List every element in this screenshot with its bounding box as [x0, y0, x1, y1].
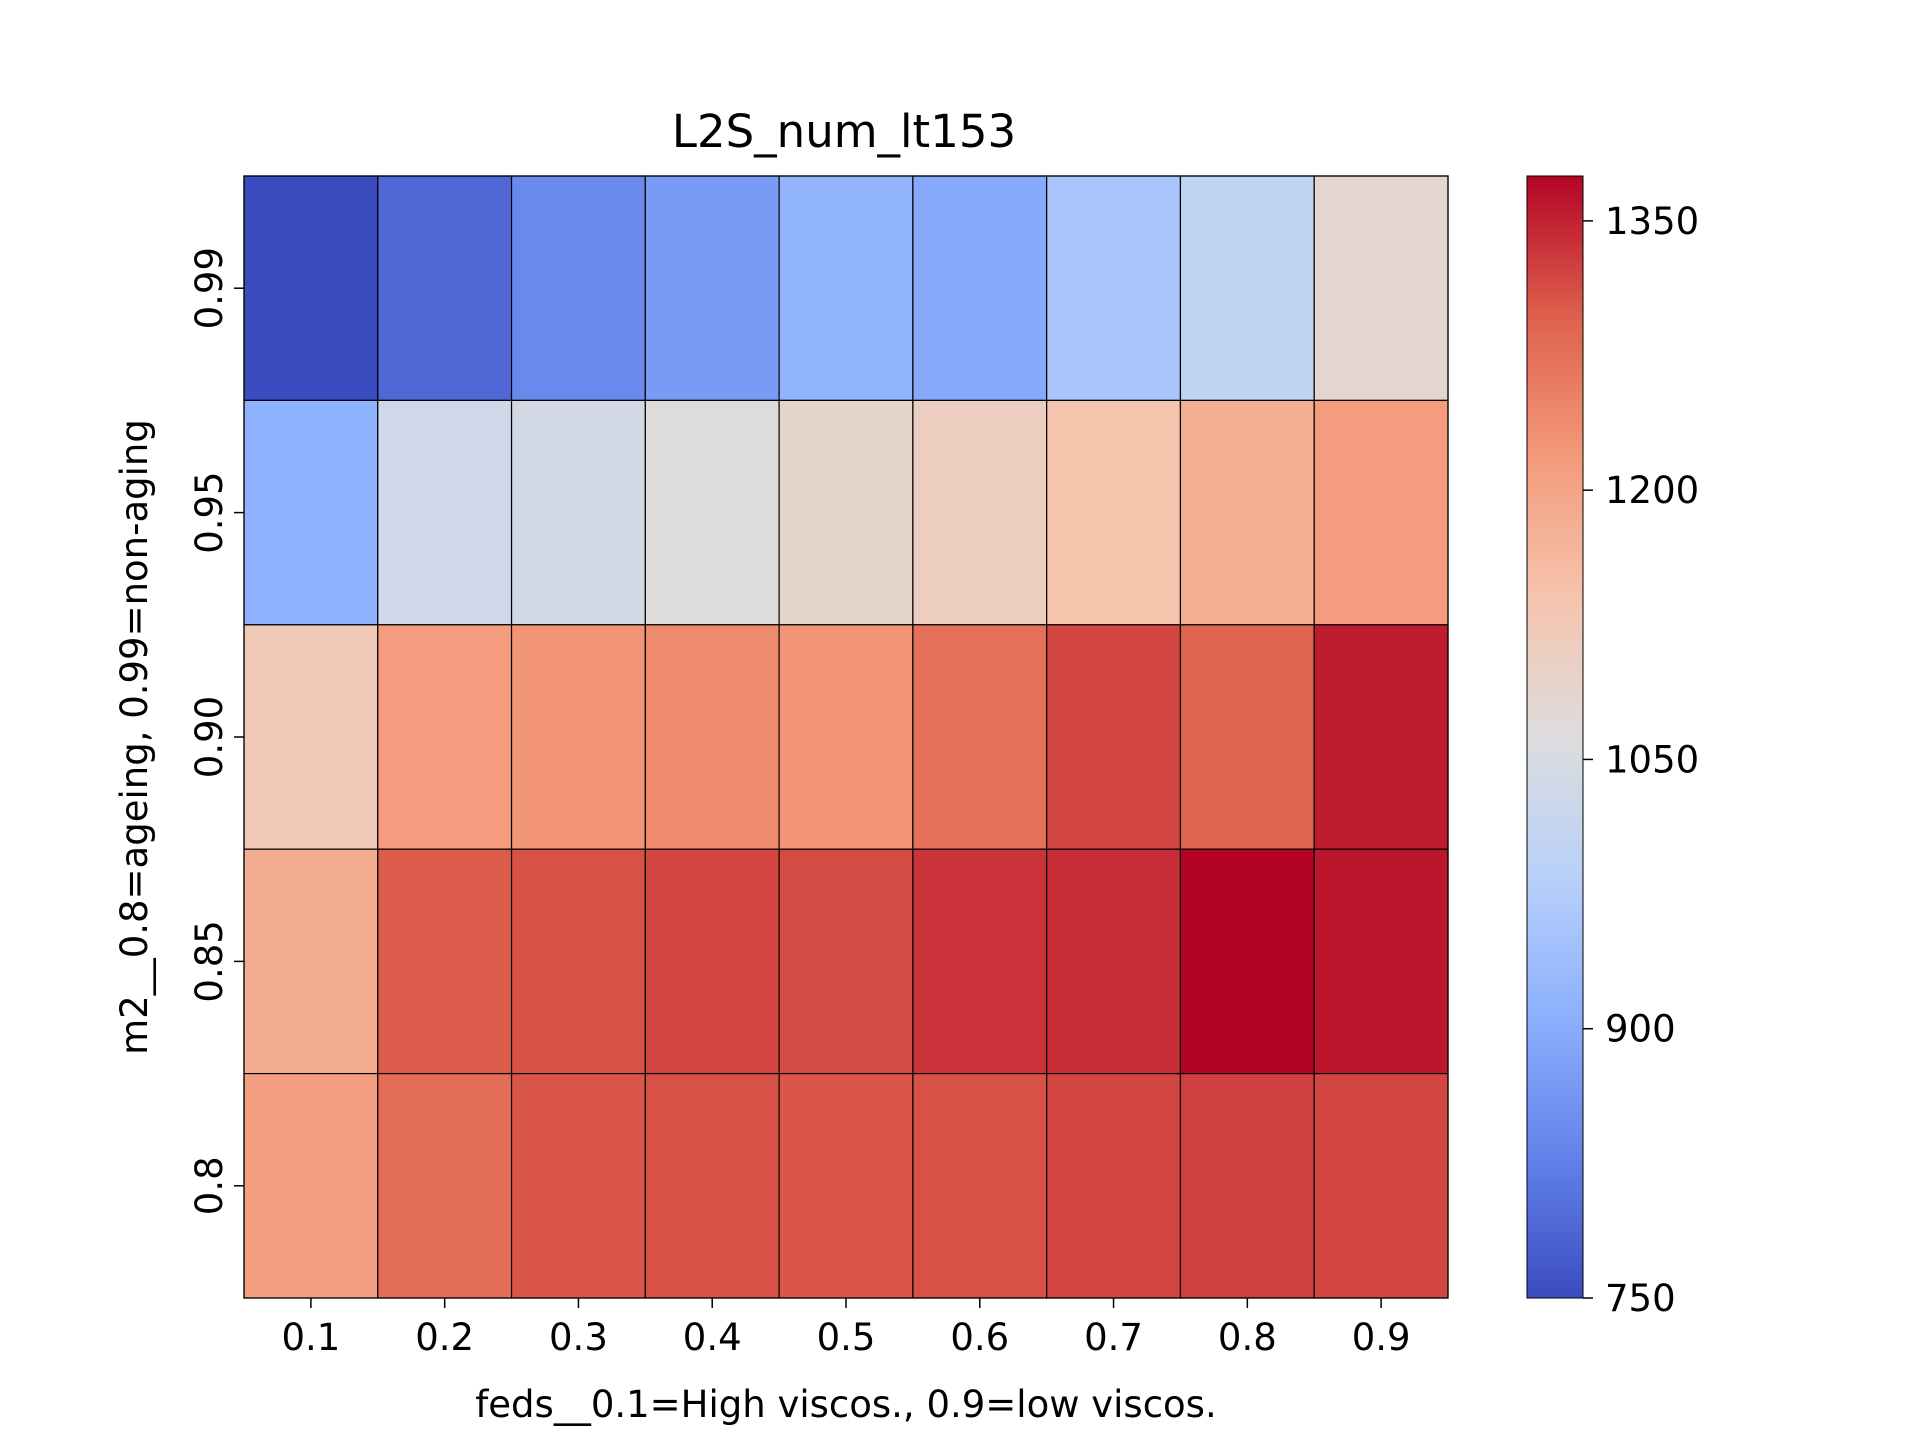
x-tick-label: 0.4: [683, 1316, 742, 1359]
y-axis-label: m2__0.8=ageing, 0.99=non-aging: [113, 419, 156, 1055]
heatmap-cell: [778, 399, 914, 626]
colorbar-tick-label: 900: [1605, 1008, 1676, 1051]
heatmap-cell: [644, 848, 780, 1075]
heatmap-cell: [1313, 1072, 1449, 1299]
colorbar-tick-label: 750: [1605, 1277, 1676, 1320]
heatmap-cell: [510, 624, 646, 850]
heatmap-cell: [912, 175, 1048, 401]
heatmap-cell: [1046, 1072, 1182, 1299]
heatmap-cell: [644, 1072, 780, 1299]
heatmap-cell: [1313, 624, 1449, 850]
heatmap-cell: [243, 399, 379, 626]
heatmap-cell: [510, 175, 646, 401]
x-tick-label: 0.3: [549, 1316, 608, 1359]
heatmap-cell: [1179, 1072, 1315, 1299]
heatmap-cell: [1313, 848, 1449, 1075]
x-axis-label: feds__0.1=High viscos., 0.9=low viscos.: [475, 1383, 1216, 1426]
x-tick-label: 0.7: [1084, 1316, 1143, 1359]
heatmap-cell: [1046, 848, 1182, 1075]
heatmap-cell: [778, 175, 914, 401]
heatmap-cell: [1179, 175, 1315, 401]
x-tick-label: 0.2: [415, 1316, 474, 1359]
heatmap-cell: [778, 1072, 914, 1299]
colorbar-ticks: 750 900 1050 1200 1350: [1583, 200, 1699, 1320]
heatmap-cell: [1046, 624, 1182, 850]
heatmap-cell: [778, 624, 914, 850]
y-tick-label: 0.95: [188, 471, 231, 553]
heatmap-cell: [510, 848, 646, 1075]
heatmap-cell: [377, 1072, 513, 1299]
heatmap-cell: [1313, 399, 1449, 626]
heatmap-cell: [1179, 848, 1315, 1075]
heatmap-cell: [510, 399, 646, 626]
heatmap-cell: [912, 624, 1048, 850]
heatmap-cell: [912, 848, 1048, 1075]
heatmap-cell: [1046, 399, 1182, 626]
heatmap-cell: [243, 624, 379, 850]
colorbar-tick-label: 1050: [1605, 738, 1699, 781]
heatmap-cell: [644, 175, 780, 401]
heatmap-cell: [1179, 399, 1315, 626]
heatmap-cell: [377, 624, 513, 850]
colorbar: [1526, 175, 1584, 1299]
heatmap-cell: [243, 175, 379, 401]
heatmap-cell: [644, 399, 780, 626]
x-tick-label: 0.1: [281, 1316, 340, 1359]
colorbar-tick-label: 1350: [1605, 200, 1699, 243]
heatmap-cell: [912, 399, 1048, 626]
x-axis-ticks: 0.1 0.2 0.3 0.4 0.5 0.6 0.7 0.8 0.9: [281, 1298, 1411, 1359]
heatmap-cell: [778, 848, 914, 1075]
y-tick-label: 0.85: [188, 920, 231, 1002]
heatmap-cell: [510, 1072, 646, 1299]
x-tick-label: 0.9: [1352, 1316, 1411, 1359]
x-tick-label: 0.6: [950, 1316, 1009, 1359]
heatmap-cell: [243, 1072, 379, 1299]
y-axis-ticks: 0.99 0.95 0.90 0.85 0.8: [188, 247, 244, 1215]
heatmap-cell: [377, 399, 513, 626]
x-tick-label: 0.8: [1218, 1316, 1277, 1359]
y-tick-label: 0.99: [188, 247, 231, 329]
heatmap-cell: [912, 1072, 1048, 1299]
heatmap-cell: [1179, 624, 1315, 850]
y-tick-label: 0.8: [188, 1156, 231, 1215]
colorbar-tick-label: 1200: [1605, 469, 1699, 512]
y-tick-label: 0.90: [188, 696, 231, 778]
chart-title: L2S_num_lt153: [672, 105, 1016, 158]
heatmap-cells: [243, 175, 1449, 1299]
heatmap-cell: [377, 848, 513, 1075]
heatmap-cell: [1046, 175, 1182, 401]
heatmap-cell: [1313, 175, 1449, 401]
heatmap-cell: [243, 848, 379, 1075]
x-tick-label: 0.5: [817, 1316, 876, 1359]
heatmap-cell: [644, 624, 780, 850]
heatmap-cell: [377, 175, 513, 401]
